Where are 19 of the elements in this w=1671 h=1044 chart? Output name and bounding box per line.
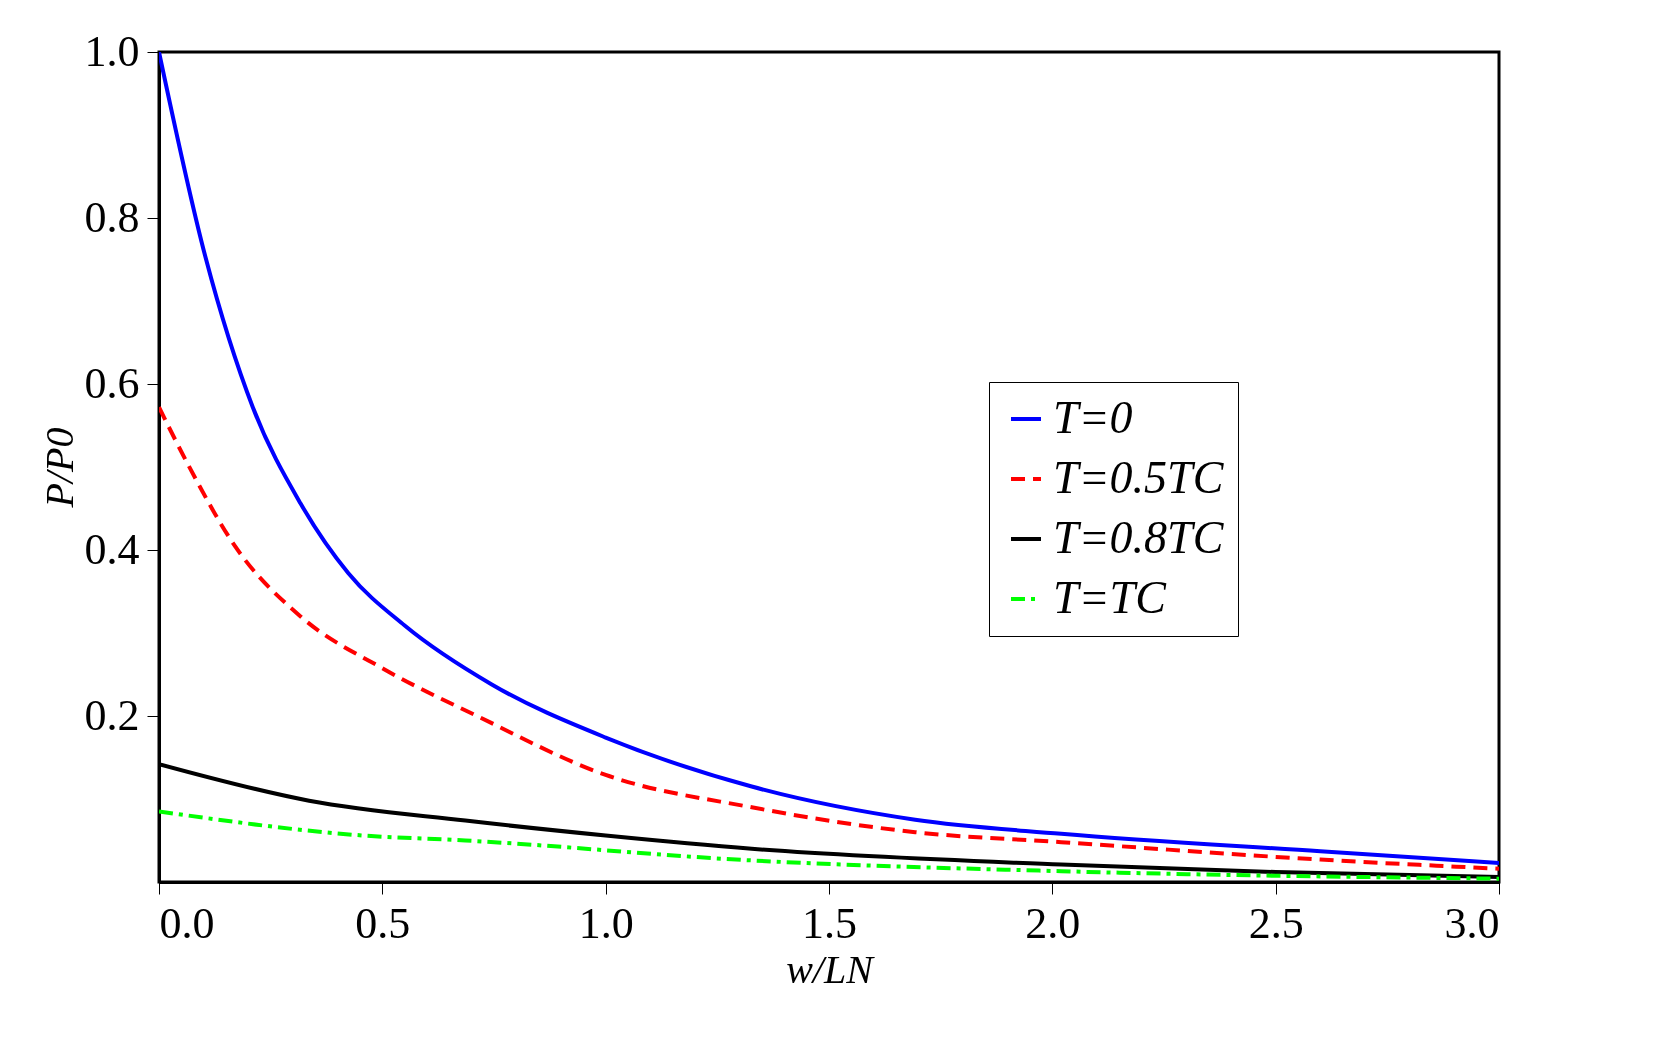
x-tick-label: 1.5 [802, 898, 857, 948]
line-series [159, 52, 1499, 865]
legend-label: T=0.5TC [1053, 452, 1225, 503]
y-tick-label: 1.0 [84, 26, 140, 76]
x-tick-label: 0.5 [355, 898, 411, 948]
y-tick-label: 0.4 [84, 524, 140, 574]
x-tick-label: 2.0 [1025, 898, 1081, 948]
legend-label: T=TC [1053, 572, 1168, 623]
y-tick-label: 0.6 [84, 358, 140, 408]
y-tick-label: 0.8 [84, 192, 140, 242]
legend-label: T=0.8TC [1053, 512, 1225, 563]
y-axis-title: P/P0 [36, 427, 82, 509]
x-tick-label: 3.0 [1444, 898, 1500, 948]
x-axis-title: w/LN [786, 946, 876, 992]
y-tick-label: 0.2 [84, 690, 140, 740]
x-tick-label: 0.0 [159, 898, 215, 948]
x-tick-label: 2.5 [1248, 898, 1304, 948]
x-tick-label: 1.0 [578, 898, 634, 948]
legend-label: T=0 [1053, 392, 1133, 443]
